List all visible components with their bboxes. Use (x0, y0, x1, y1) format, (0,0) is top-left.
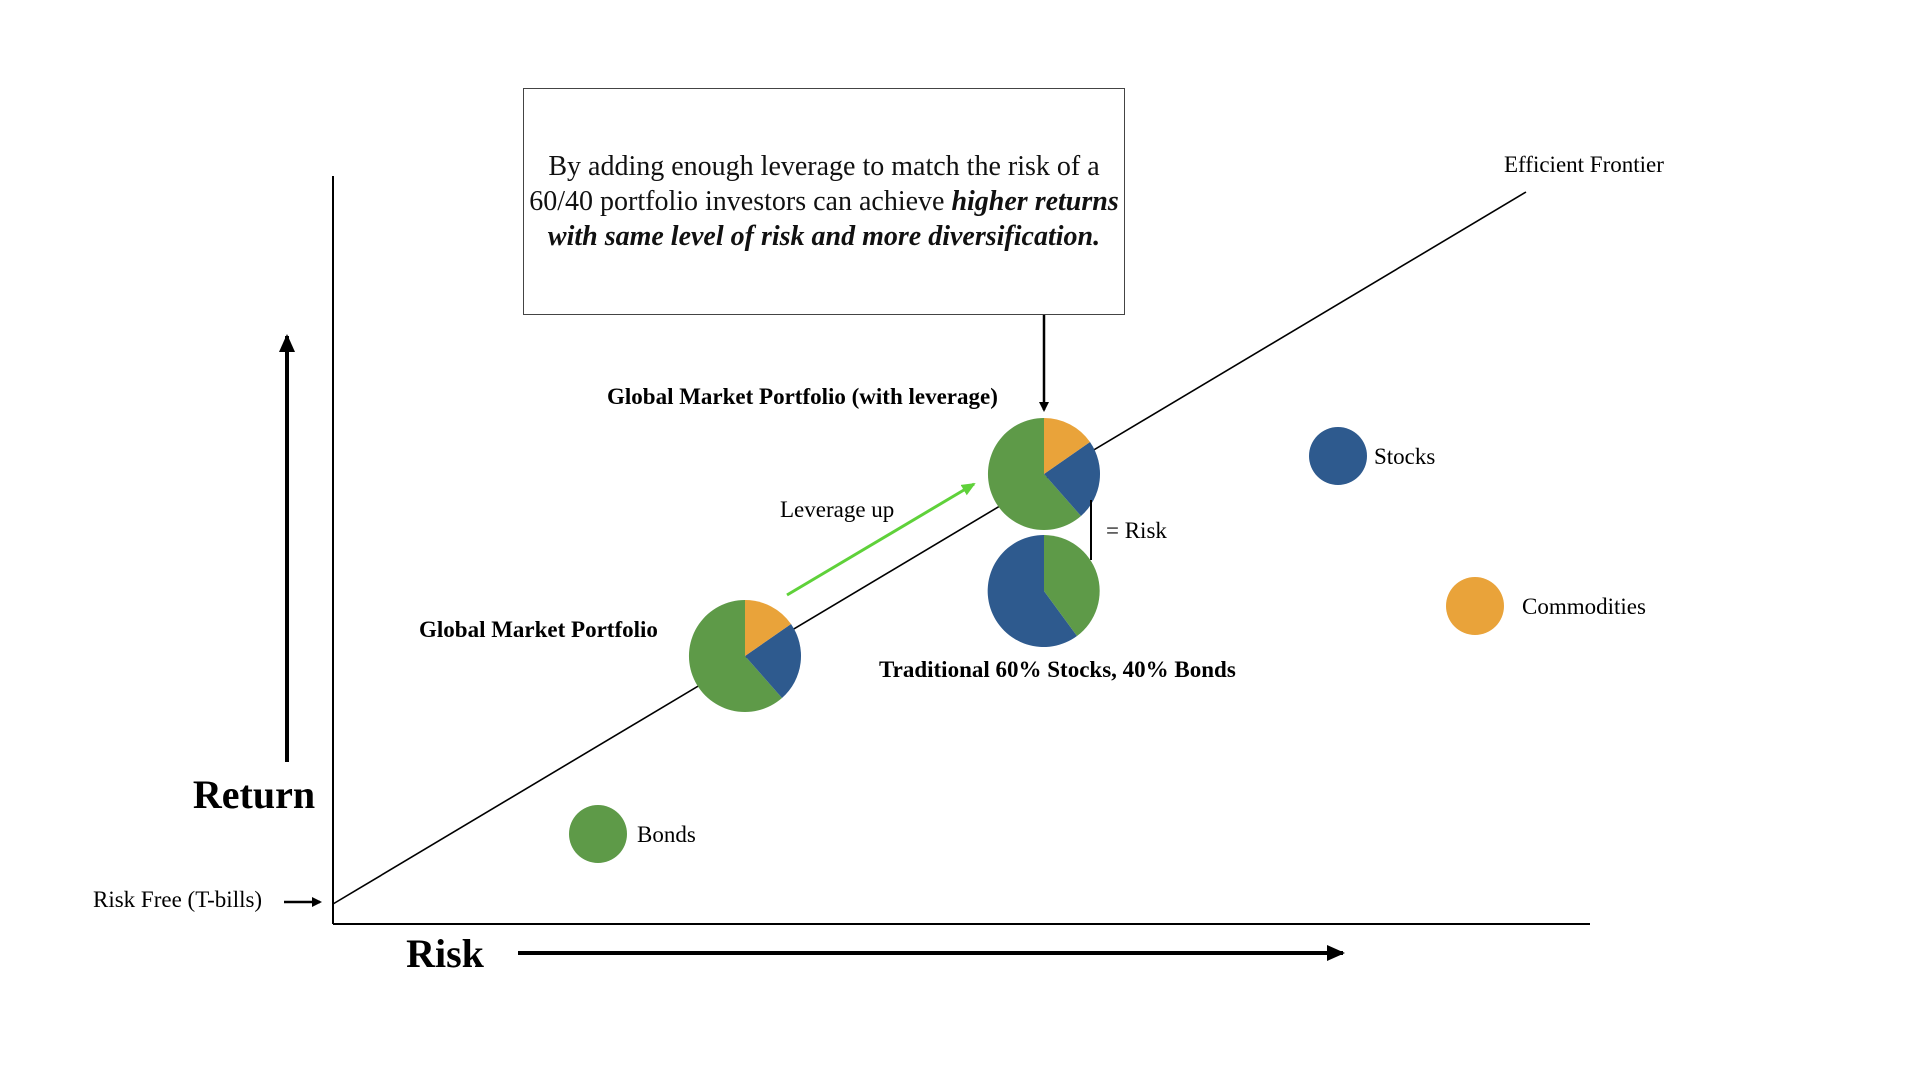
leveraged-pie-bonds-slice (987, 418, 1081, 530)
leverage-up-arrow (786, 482, 976, 597)
commodities-dot (1446, 577, 1504, 635)
leverage-up-label: Leverage up (780, 497, 894, 522)
leveraged-pie-commodities-slice (1044, 417, 1090, 474)
global-portfolio-label: Global Market Portfolio (419, 617, 658, 642)
risk-free-label: Risk Free (T-bills) (93, 887, 262, 912)
global-market-portfolio-pie (688, 600, 802, 713)
y-axis-title: Return (193, 772, 315, 817)
callout-box: By adding enough leverage to match the r… (523, 88, 1125, 315)
efficient-frontier-label: Efficient Frontier (1504, 152, 1664, 177)
callout-text-emphasis: higher returns with same level of risk a… (547, 186, 1119, 252)
global-pie-stocks-slice (745, 624, 802, 698)
traditional-pie-stocks-slice (987, 534, 1077, 647)
leveraged-portfolio-label: Global Market Portfolio (with leverage) (607, 384, 998, 409)
global-pie-bonds-slice (688, 600, 782, 713)
leveraged-pie-stocks-slice (1044, 442, 1101, 516)
traditional-6040-pie (987, 534, 1100, 647)
traditional-pie-bonds-slice (1044, 535, 1100, 636)
global-pie-commodities-slice (745, 600, 791, 656)
callout-text: By adding enough leverage to match the r… (524, 149, 1124, 254)
traditional-portfolio-label: Traditional 60% Stocks, 40% Bonds (879, 657, 1236, 682)
stocks-label: Stocks (1374, 444, 1435, 469)
stocks-dot (1309, 427, 1367, 485)
efficient-frontier-line (332, 191, 1527, 905)
leveraged-portfolio-pie (987, 417, 1101, 530)
bonds-label: Bonds (637, 822, 696, 847)
commodities-label: Commodities (1522, 594, 1646, 619)
x-axis-title: Risk (406, 931, 485, 976)
callout-text-plain: By adding enough leverage to match the r… (529, 151, 1100, 217)
bonds-dot (569, 805, 627, 863)
equal-risk-label: = Risk (1106, 518, 1167, 543)
